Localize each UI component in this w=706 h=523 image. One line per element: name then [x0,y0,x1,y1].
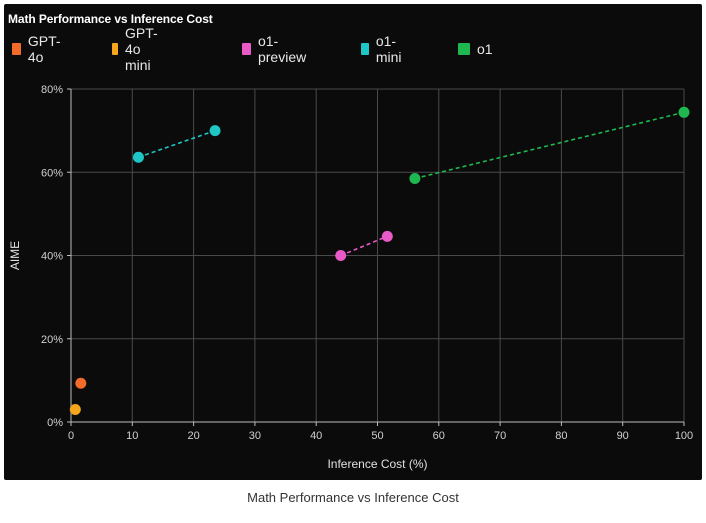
series-line-o1-mini [138,129,216,159]
y-tick-label: 40% [41,251,63,263]
legend-item-gpt-4o: GPT-4o [12,33,64,65]
legend-label-o1: o1 [477,41,493,57]
legend-swatch-o1 [458,43,470,55]
legend-label-o1-preview: o1-preview [257,33,307,65]
x-tick-label: 90 [617,430,629,442]
legend-swatch-o1-preview [242,43,251,55]
y-tick-label: 20% [41,334,63,346]
series-line-o1-preview [340,235,388,257]
x-tick-label: 10 [126,430,138,442]
legend-swatch-gpt-4o-mini [112,43,118,55]
series-line-o1 [414,111,685,180]
x-tick-label: 70 [494,430,506,442]
x-tick-label: 100 [675,430,693,442]
x-tick-label: 60 [433,430,445,442]
x-tick-label: 80 [555,430,567,442]
x-tick-label: 20 [187,430,199,442]
chart-panel: Math Performance vs Inference Cost GPT-4… [4,4,702,480]
y-axis-label: AIME [8,241,22,270]
chart-title: Math Performance vs Inference Cost [8,12,213,26]
data-point-gpt-4o [75,377,87,389]
x-axis-label: Inference Cost (%) [327,457,427,471]
legend-label-gpt-4o: GPT-4o [27,33,61,65]
legend-swatch-o1-mini [361,43,369,55]
legend-item-o1-preview: o1-preview [242,33,309,65]
data-point-o1-mini [209,125,221,137]
legend-item-o1-mini: o1-mini [361,33,406,65]
legend-label-gpt-4o-mini: GPT-4o mini [124,25,158,73]
data-point-o1 [678,106,690,118]
y-tick-label: 60% [41,167,63,179]
x-tick-label: 0 [68,430,74,442]
data-point-o1 [409,172,421,184]
data-point-o1-preview [335,250,347,261]
data-point-o1-preview [381,230,393,242]
x-tick-label: 40 [310,430,322,442]
x-tick-label: 50 [371,430,383,442]
legend-label-o1-mini: o1-mini [375,33,402,65]
x-tick-label: 30 [249,430,261,442]
y-tick-label: 80% [41,84,63,96]
legend-item-o1: o1 [458,40,493,58]
legend-swatch-gpt-4o [12,43,21,55]
y-tick-label: 0% [47,417,63,429]
data-point-gpt-4o-mini [69,404,81,416]
data-point-o1-mini [132,151,144,163]
figure-caption: Math Performance vs Inference Cost [247,490,459,505]
legend-item-gpt-4o-mini: GPT-4o mini [112,25,164,73]
